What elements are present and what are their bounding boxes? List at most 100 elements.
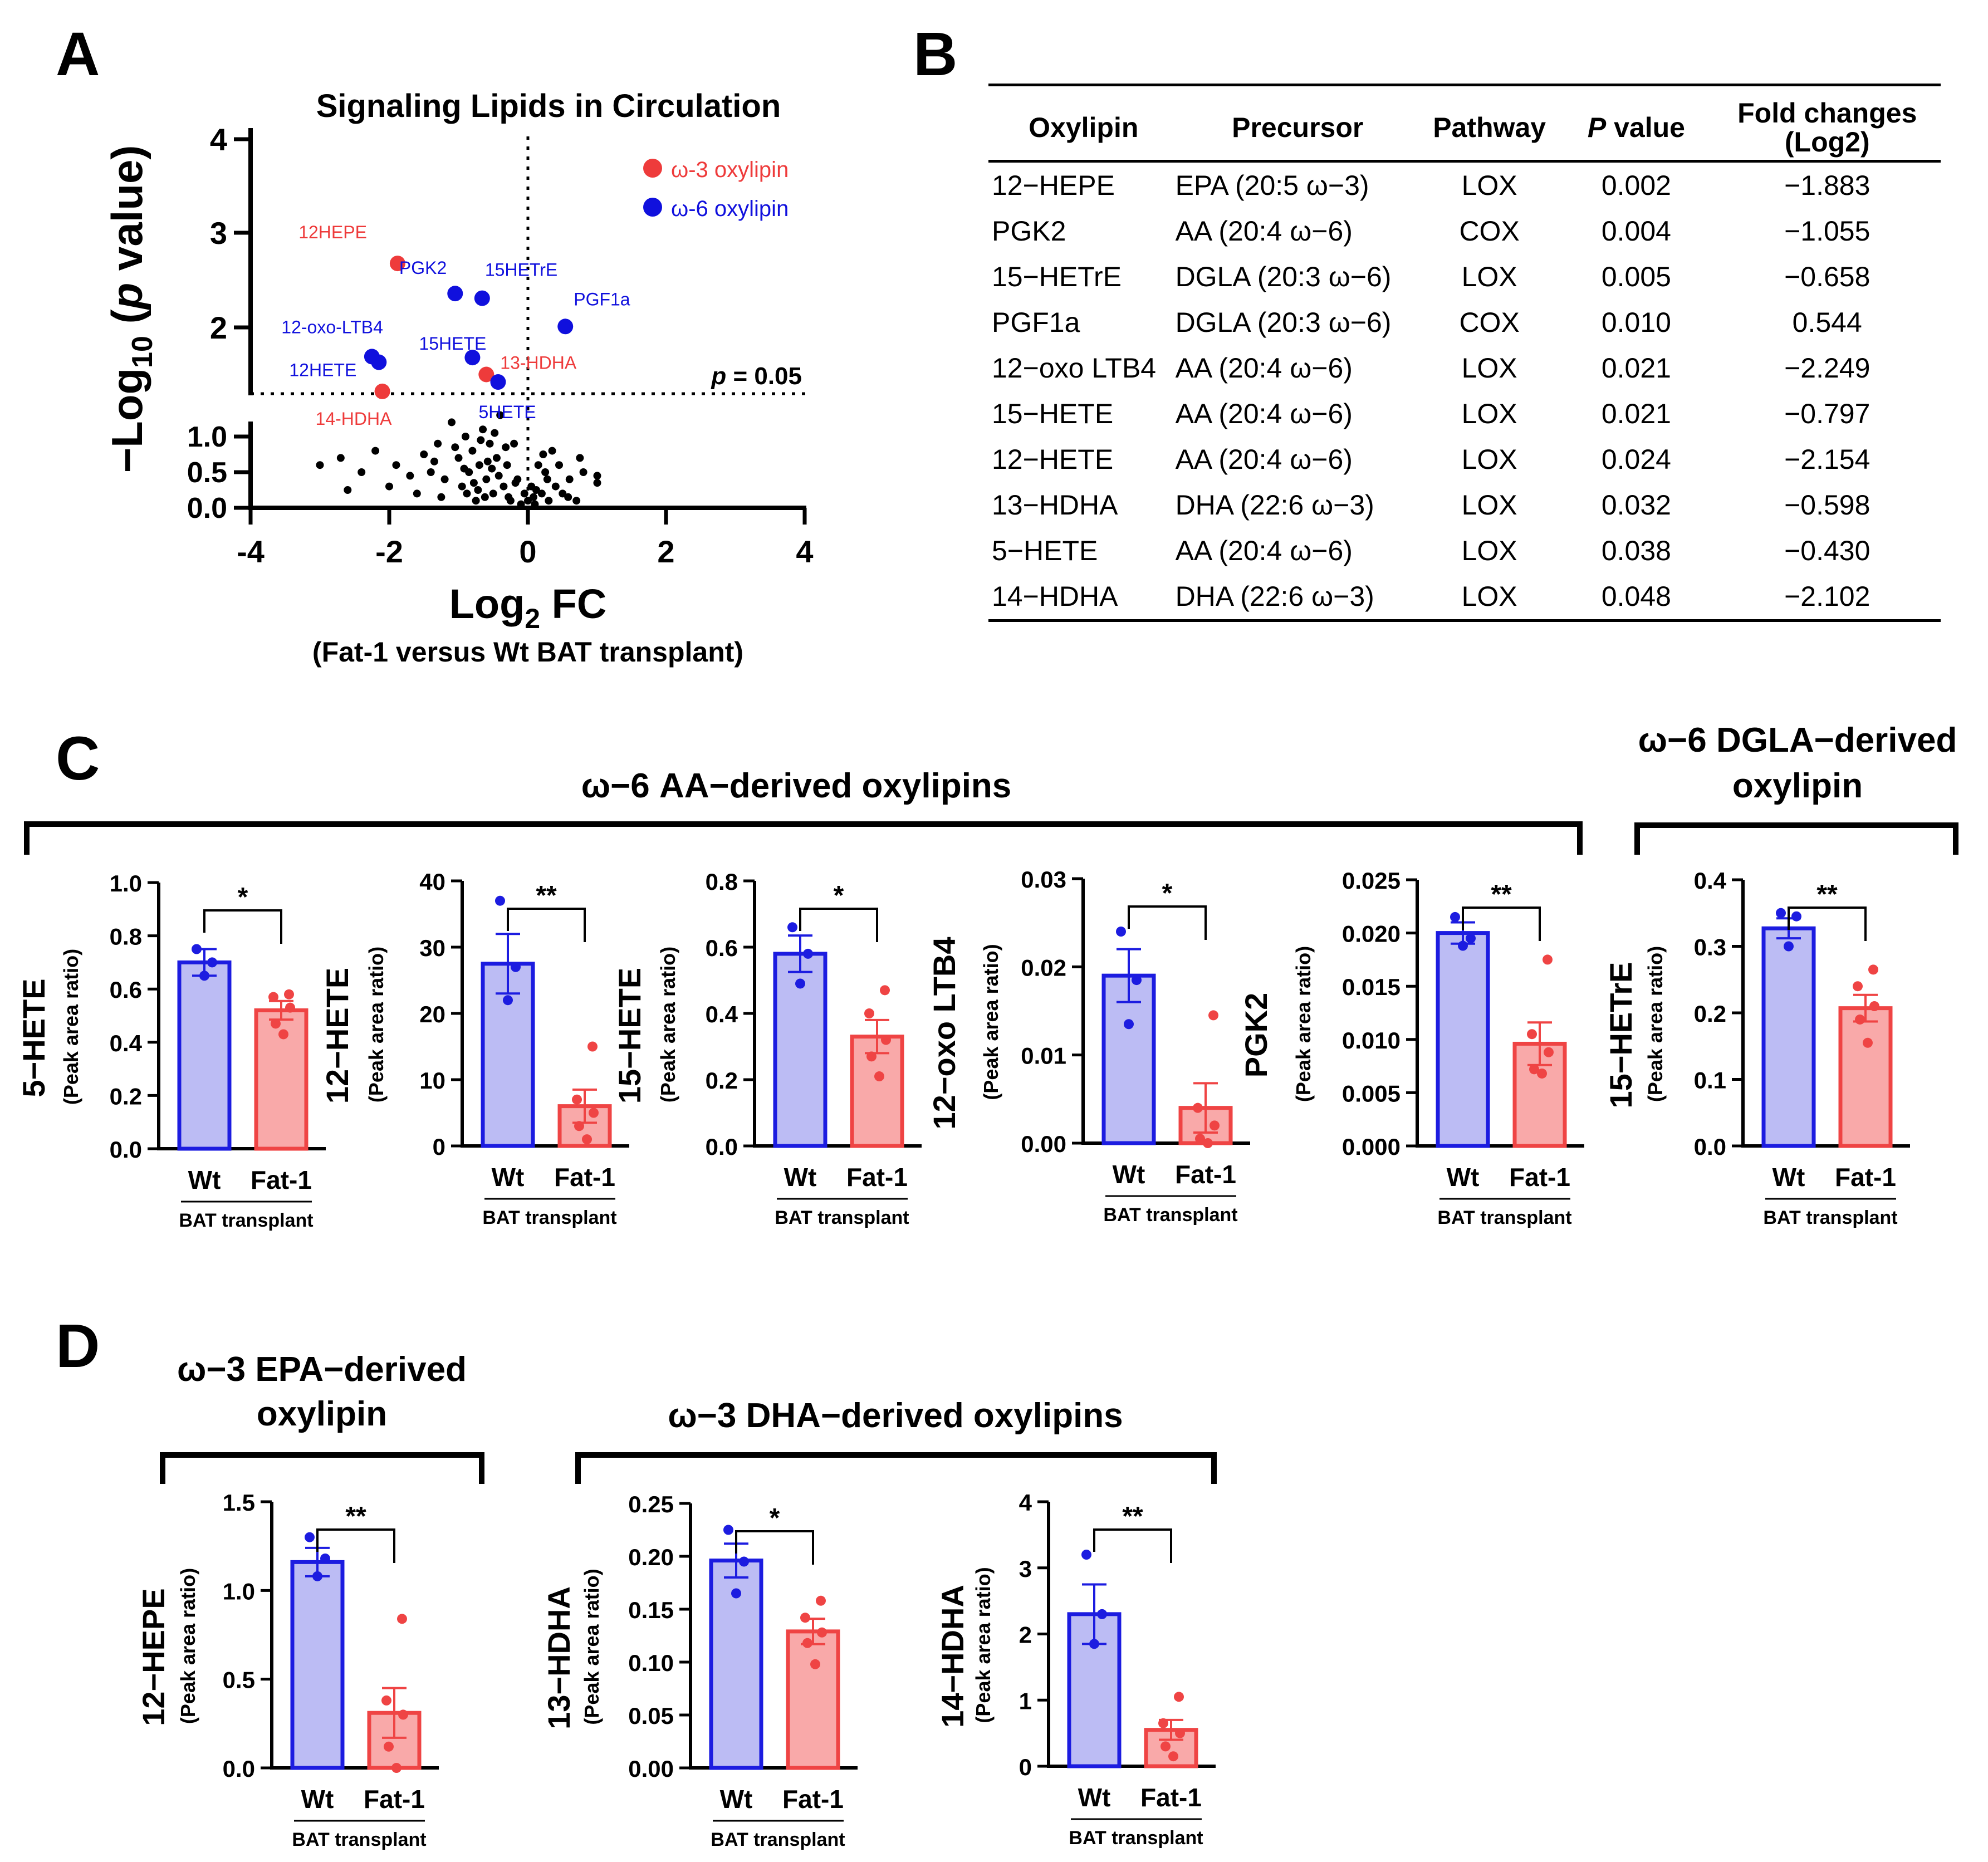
sig-bracket <box>799 908 878 942</box>
point-fat <box>864 1008 874 1018</box>
volcano-ns-point <box>488 464 496 473</box>
ytick-label: 0.00 <box>1021 1131 1066 1157</box>
cell-p: 0.048 <box>1559 574 1714 622</box>
volcano-ns-point <box>548 447 556 455</box>
volcano-ns-point <box>472 497 480 505</box>
bar-chart-hepe12: 0.0 0.5 1.0 1.5 12−HEPE (Peak area ratio) Wt Fa… <box>136 1489 439 1850</box>
bar-wt <box>290 1560 345 1770</box>
bar-wt <box>1067 1612 1122 1768</box>
group-label-dgla-2: oxylipin <box>1732 767 1863 805</box>
cell-precursor: DHA (22:6 ω−3) <box>1175 574 1420 622</box>
xcat-wt: Wt <box>492 1163 525 1192</box>
bracket-dgla <box>1634 822 1958 855</box>
volcano-ns-point <box>579 468 587 476</box>
volcano-ns-point <box>564 493 572 501</box>
table-header-row: Oxylipin Precursor Pathway P value Fold … <box>988 84 1941 163</box>
volcano-ns-point <box>451 443 459 452</box>
bar-chart-hdha13: 0.00 0.05 0.10 0.15 0.20 0.25 13−HDHA (Peak are… <box>541 1491 858 1850</box>
ytick-label: 0.02 <box>1021 954 1066 981</box>
bat-label: BAT transplant <box>1069 1827 1203 1849</box>
table-row: PGK2 AA (20:4 ω−6) COX 0.004 −1.055 <box>988 208 1941 254</box>
bar-wt <box>1436 931 1490 1148</box>
point-wt <box>731 1588 741 1599</box>
volcano-ns-point <box>576 454 584 462</box>
cell-oxylipin: PGF1a <box>992 307 1080 338</box>
cell-p: 0.038 <box>1601 535 1671 566</box>
cell-oxylipin: 5−HETE <box>992 535 1098 566</box>
volcano-ns-point <box>460 464 468 473</box>
xcat-wt: Wt <box>720 1785 753 1814</box>
point-fat <box>1203 1138 1213 1148</box>
group-label-dha: ω−3 DHA−derived oxylipins <box>668 1396 1123 1435</box>
point-fat <box>397 1614 407 1624</box>
volcano-ns-point <box>593 479 601 487</box>
bat-label: BAT transplant <box>179 1210 313 1231</box>
volcano-point-15hete <box>464 350 481 366</box>
point-fat <box>1193 1102 1203 1113</box>
volcano-ns-point <box>517 500 525 508</box>
bat-label: BAT transplant <box>1763 1207 1897 1228</box>
volcano-ns-point <box>336 454 345 462</box>
ytick-label: 4 <box>1019 1489 1032 1516</box>
cell-precursor: AA (20:4 ω−6) <box>1175 215 1353 247</box>
point-fat <box>587 1041 598 1052</box>
sig-bracket <box>735 1530 814 1565</box>
ytick-label: 0.00 <box>628 1756 674 1782</box>
bar-fat <box>786 1629 840 1770</box>
point-fat <box>398 1709 408 1720</box>
cell-oxylipin: 15−HETE <box>992 398 1114 429</box>
panel-letter-a: A <box>56 20 100 89</box>
point-fat <box>816 1595 826 1606</box>
volcano-xtick-2: 2 <box>657 534 674 569</box>
point-fat <box>817 1627 827 1638</box>
ytick-label: 0.8 <box>110 924 142 950</box>
ytick-label: 0.6 <box>110 977 142 1003</box>
point-wt <box>1116 927 1126 937</box>
xcat-fat: Fat-1 <box>364 1785 425 1814</box>
ytick-label: 0.2 <box>706 1067 738 1094</box>
volcano-ns-point <box>534 461 542 469</box>
bracket-epa <box>160 1452 484 1484</box>
point-wt <box>495 895 505 906</box>
point-fat <box>1863 1037 1873 1048</box>
point-wt <box>1081 1550 1091 1560</box>
table-row: PGF1a DGLA (20:3 ω−6) COX 0.010 0.544 <box>988 300 1941 345</box>
volcano-ns-point <box>344 486 352 494</box>
col-pathway: Pathway <box>1419 84 1559 163</box>
volcano-ytick-4: 4 <box>210 122 227 157</box>
volcano-ns-point <box>406 472 414 480</box>
point-wt <box>1466 933 1476 944</box>
point-fat <box>1543 954 1553 965</box>
ytick-label: 1.0 <box>223 1578 255 1604</box>
sig-bracket <box>1462 906 1541 941</box>
volcano-ns-point <box>593 472 601 480</box>
volcano-yticks-upper: 4 3 2 <box>210 122 251 345</box>
point-wt <box>723 1525 733 1535</box>
cell-precursor: AA (20:4 ω−6) <box>1175 352 1353 384</box>
ytick-label: 0.0 <box>1694 1134 1726 1160</box>
volcano-ns-point <box>482 475 491 483</box>
bar-ylabel-sub: (Peak area ratio) <box>657 947 679 1102</box>
ytick-label: 0.0 <box>110 1136 142 1163</box>
cell-p: 0.032 <box>1601 489 1671 521</box>
col-fold-line1: Fold changes <box>1737 97 1917 129</box>
bat-label: BAT transplant <box>292 1829 426 1850</box>
legend-omega3-label: ω-3 oxylipin <box>671 158 789 182</box>
bracket-dha <box>575 1452 1217 1484</box>
volcano-plot: Signaling Lipids in Circulation −Log10 (… <box>102 88 814 668</box>
point-fat <box>1208 1010 1218 1021</box>
bar-wt <box>1761 926 1816 1148</box>
point-fat <box>1161 1741 1171 1752</box>
ytick-label: 10 <box>419 1067 445 1094</box>
cell-oxylipin: PGK2 <box>992 215 1066 247</box>
volcano-ns-point <box>545 497 553 505</box>
point-fat <box>1544 1047 1554 1057</box>
volcano-nonsig-points <box>316 411 601 508</box>
ytick-label: 0 <box>1019 1754 1032 1780</box>
volcano-ns-point <box>454 454 463 462</box>
ytick-label: 0.2 <box>1694 1001 1726 1027</box>
cell-p: 0.021 <box>1601 352 1671 384</box>
bar-ylabel-sub: (Peak area ratio) <box>972 1567 995 1723</box>
point-fat <box>1174 1692 1184 1702</box>
bar-chart-oxoltb4: 0.00 0.01 0.02 0.03 12−oxo LTB4 (Peak area ra… <box>927 866 1250 1226</box>
